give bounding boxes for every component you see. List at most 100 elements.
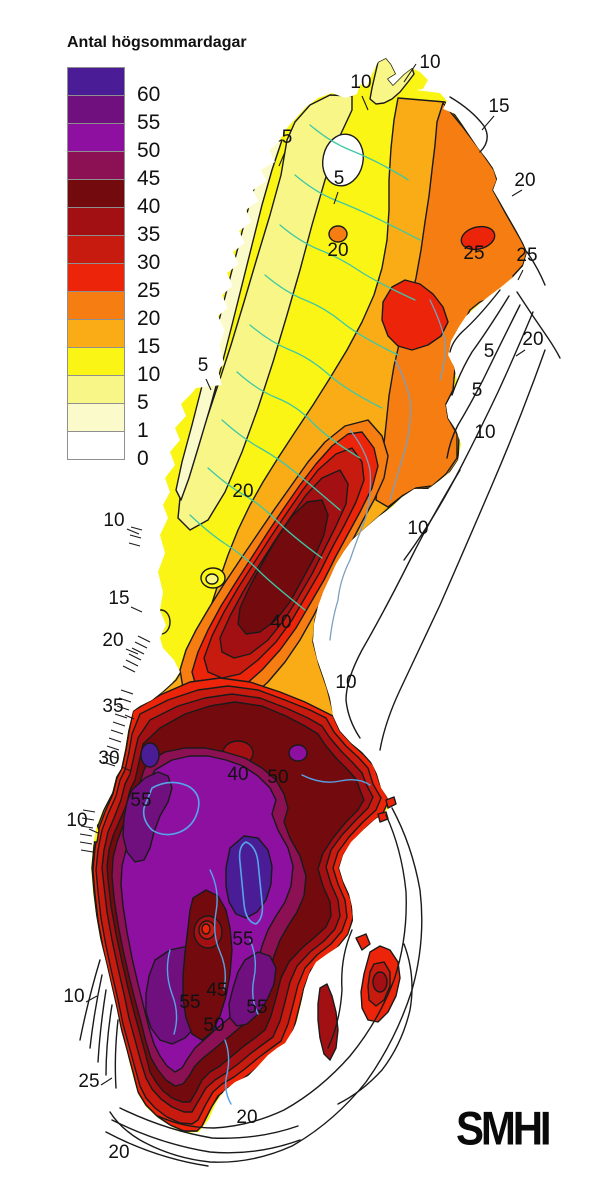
legend: Antal högsommardagar 60 55 50 45 40 35 30 25 20 1… — [67, 34, 247, 470]
legend-color-box — [67, 375, 125, 404]
legend-row: 35 — [67, 207, 160, 246]
contour-label: 20 — [232, 481, 253, 502]
sea-gotland-w — [327, 929, 353, 1049]
region-white-spot — [322, 133, 364, 187]
sea-s3 — [105, 1131, 209, 1167]
sea-5a — [449, 289, 501, 353]
gotland-core — [372, 971, 388, 993]
legend-value-label: 20 — [137, 307, 161, 330]
sea-w-fan4 — [105, 1004, 113, 1076]
legend-color-box — [67, 319, 125, 348]
region-finger-25 — [201, 923, 211, 935]
contour-label: 50 — [267, 767, 288, 788]
sea-se-inner — [157, 814, 407, 1129]
legend-row: 25 — [67, 263, 160, 302]
legend-row: 10 — [67, 347, 160, 386]
contour-label: 20 — [102, 630, 123, 651]
contour-label: 5 — [198, 355, 209, 376]
legend-value-label: 45 — [137, 167, 161, 190]
legend-color-box — [67, 123, 125, 152]
legend-value-label: 50 — [137, 139, 161, 162]
legend-value-label: 0 — [137, 447, 149, 470]
region-60-small — [140, 742, 160, 768]
lake-vanern — [142, 781, 200, 836]
region-60 — [225, 835, 273, 919]
legend-row: 20 — [67, 291, 160, 330]
lake-vattern — [238, 841, 264, 925]
legend-row: 40 — [67, 179, 160, 218]
contour-label: 15 — [108, 588, 129, 609]
contour-label: 5 — [282, 127, 293, 148]
contour-label: 55 — [232, 929, 253, 950]
gotland-north-islet — [355, 933, 371, 951]
legend-color-box — [67, 263, 125, 292]
contour-label: 10 — [103, 510, 124, 531]
legend-color-box — [67, 207, 125, 236]
contour-label: 5 — [484, 341, 495, 362]
region-mid-40 — [237, 499, 329, 635]
label-leaders — [85, 63, 526, 1086]
rivers-north — [189, 124, 421, 611]
contour-label: 10 — [407, 518, 428, 539]
contour-label: 30 — [98, 748, 119, 769]
contour-label: 10 — [63, 986, 84, 1007]
legend-row: 45 — [67, 151, 160, 190]
legend-row: 55 — [67, 95, 160, 134]
legend-value-label: 35 — [137, 223, 161, 246]
contour-label: 25 — [463, 243, 484, 264]
oland — [317, 983, 339, 1061]
contour-label: 55 — [130, 790, 151, 811]
sea-s1 — [119, 1107, 299, 1139]
contour-label: 50 — [203, 1015, 224, 1036]
contour-label: 5 — [334, 168, 345, 189]
contour-label: 20 — [522, 329, 543, 350]
contour-label: 45 — [206, 980, 227, 1001]
contour-label: 25 — [516, 245, 537, 266]
contour-label: 55 — [246, 997, 267, 1018]
sea-w-fan3 — [97, 989, 107, 1063]
sea-15-top — [449, 96, 488, 153]
legend-color-box — [67, 347, 125, 376]
climate-regions — [91, 58, 527, 1133]
contour-label: 20 — [514, 170, 535, 191]
contour-label: 55 — [179, 992, 200, 1013]
region-55-w — [122, 771, 173, 863]
region-spot-25a — [460, 225, 496, 251]
contour-label: 15 — [488, 96, 509, 117]
sea-contours — [79, 96, 561, 1167]
region-spot-20 — [328, 225, 348, 243]
contour-label: 35 — [102, 696, 123, 717]
legend-row: 0 — [67, 431, 149, 470]
legend-value-label: 15 — [137, 335, 161, 358]
legend-color-box — [67, 291, 125, 320]
spot-w3 — [151, 609, 171, 635]
contour-label: 25 — [78, 1071, 99, 1092]
legend-color-box — [67, 403, 125, 432]
contour-label: 40 — [270, 612, 291, 633]
sea-gotland-e — [337, 943, 413, 1105]
legend-color-box — [67, 67, 125, 96]
legend-value-label: 30 — [137, 251, 161, 274]
region-sliver-25 — [523, 285, 527, 311]
legend-row: 5 — [67, 375, 149, 414]
legend-color-box — [67, 95, 125, 124]
legend-row: 15 — [67, 319, 160, 358]
sea-5b — [451, 295, 510, 396]
contour-label: 20 — [236, 1107, 257, 1128]
legend-title: Antal högsommardagar — [67, 34, 247, 51]
sea-10a — [446, 304, 521, 459]
legend-row: 50 — [67, 123, 160, 162]
legend-value-label: 10 — [137, 363, 161, 386]
contour-label: 10 — [350, 72, 371, 93]
legend-row: 1 — [67, 403, 149, 442]
smhi-logo: SMHI — [456, 1103, 552, 1155]
legend-value-label: 1 — [137, 419, 149, 442]
region-spot-50 — [288, 744, 308, 762]
legend-scale: 60 55 50 45 40 35 30 25 20 15 10 5 1 0 — [67, 67, 247, 470]
contour-label: 10 — [474, 422, 495, 443]
contour-label: 10 — [335, 672, 356, 693]
sea-10b — [403, 311, 534, 561]
